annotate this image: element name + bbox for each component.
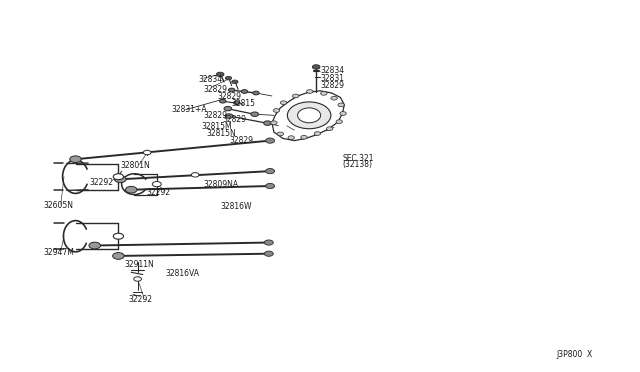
Text: 32829: 32829 — [223, 115, 246, 124]
Circle shape — [266, 138, 275, 143]
Circle shape — [225, 76, 232, 80]
Circle shape — [152, 182, 161, 187]
Circle shape — [216, 72, 224, 77]
Circle shape — [143, 150, 151, 155]
Circle shape — [266, 169, 275, 174]
Circle shape — [338, 103, 344, 107]
Circle shape — [89, 242, 100, 249]
Text: 32829: 32829 — [320, 81, 344, 90]
Text: 32831+A: 32831+A — [172, 105, 207, 114]
Ellipse shape — [298, 108, 321, 123]
Circle shape — [241, 90, 248, 93]
Text: 32829: 32829 — [218, 92, 242, 101]
Text: 32809NA: 32809NA — [204, 180, 239, 189]
Circle shape — [264, 251, 273, 256]
Circle shape — [224, 106, 232, 111]
Text: 32834: 32834 — [198, 76, 223, 84]
Circle shape — [340, 112, 346, 115]
Circle shape — [113, 174, 124, 180]
Text: 32292: 32292 — [128, 295, 152, 304]
Text: 32829: 32829 — [229, 136, 253, 145]
Text: 32815M: 32815M — [202, 122, 232, 131]
Circle shape — [280, 101, 287, 105]
Circle shape — [301, 135, 307, 139]
Text: 32815: 32815 — [232, 99, 256, 108]
Text: 32947M: 32947M — [44, 248, 74, 257]
Text: (32138): (32138) — [342, 160, 372, 169]
Circle shape — [314, 132, 321, 135]
Circle shape — [234, 101, 240, 105]
Text: 32829: 32829 — [204, 111, 228, 120]
Circle shape — [292, 94, 299, 98]
Circle shape — [264, 121, 271, 125]
Circle shape — [264, 240, 273, 245]
Text: 32292: 32292 — [146, 188, 170, 197]
Text: 32816VA: 32816VA — [165, 269, 199, 278]
Circle shape — [113, 233, 124, 239]
Circle shape — [273, 109, 280, 112]
Circle shape — [125, 186, 137, 193]
Text: 32816W: 32816W — [221, 202, 252, 211]
Circle shape — [326, 127, 333, 131]
Circle shape — [312, 65, 320, 69]
Text: 32605N: 32605N — [44, 201, 74, 210]
Text: 32829: 32829 — [204, 85, 228, 94]
Circle shape — [251, 112, 259, 116]
Circle shape — [277, 132, 284, 136]
Ellipse shape — [287, 102, 331, 129]
Circle shape — [191, 173, 199, 177]
Text: 32831: 32831 — [320, 74, 344, 83]
Circle shape — [266, 183, 275, 189]
Circle shape — [228, 88, 235, 92]
Circle shape — [70, 156, 81, 163]
Text: J3P800  X: J3P800 X — [557, 350, 593, 359]
Circle shape — [232, 80, 238, 84]
Text: 32801N: 32801N — [120, 161, 150, 170]
Circle shape — [225, 114, 233, 118]
Circle shape — [253, 91, 259, 95]
Text: 32292: 32292 — [90, 178, 114, 187]
Circle shape — [321, 92, 327, 95]
Circle shape — [307, 90, 313, 93]
Circle shape — [336, 120, 342, 124]
Circle shape — [288, 136, 294, 140]
Circle shape — [115, 176, 126, 183]
Circle shape — [271, 121, 277, 125]
Text: SEC.321: SEC.321 — [342, 154, 374, 163]
Text: 32815N: 32815N — [206, 129, 236, 138]
Circle shape — [134, 277, 141, 281]
Circle shape — [331, 96, 337, 100]
Polygon shape — [272, 91, 344, 141]
Circle shape — [220, 99, 226, 103]
Text: 32834: 32834 — [320, 66, 344, 75]
Text: 32911N: 32911N — [125, 260, 154, 269]
Circle shape — [113, 253, 124, 259]
